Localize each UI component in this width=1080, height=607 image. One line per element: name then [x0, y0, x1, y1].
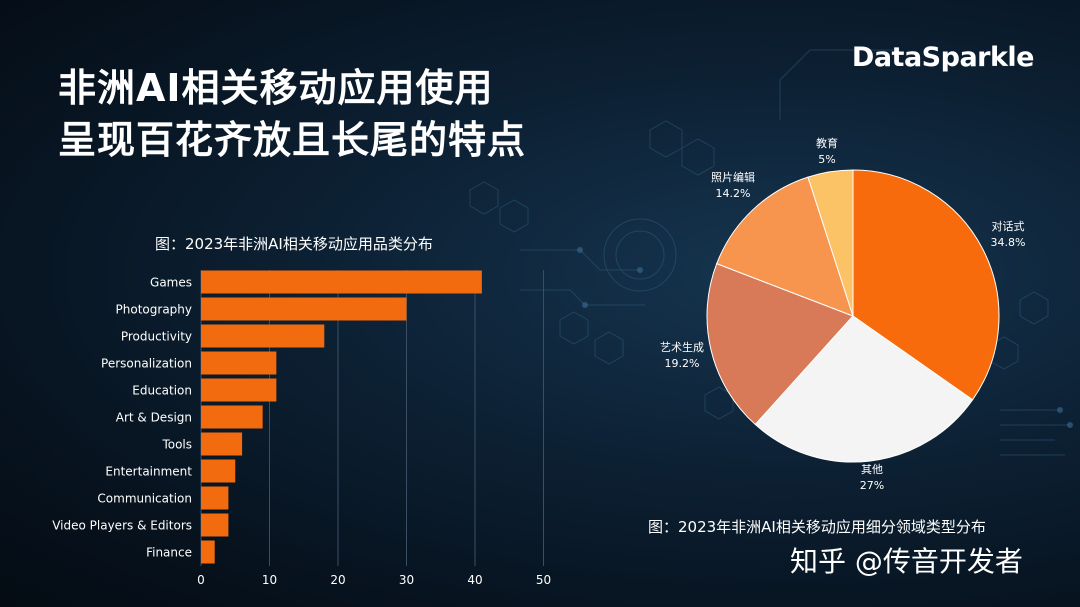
bar	[201, 378, 277, 402]
x-tick-label: 40	[467, 573, 482, 587]
bar	[201, 432, 243, 456]
bar	[201, 459, 236, 483]
slice-label: 对话式	[992, 219, 1025, 233]
bar-chart-caption: 图：2023年非洲AI相关移动应用品类分布	[155, 235, 433, 253]
page-title: 非洲AI相关移动应用使用 呈现百花齐放且长尾的特点	[58, 62, 526, 166]
pie-chart: 对话式 34.8% 其他 27% 艺术生成 19.2% 照片编辑 14.2% 教育 5%	[660, 136, 1026, 492]
x-tick-label: 0	[197, 573, 205, 587]
x-tick-label: 30	[399, 573, 414, 587]
brand-logo: DataSparkle	[851, 42, 1035, 73]
slice-label: 教育	[816, 136, 838, 150]
bar	[201, 486, 229, 510]
x-tick-label: 50	[536, 573, 551, 587]
category-label: Art & Design	[116, 411, 192, 425]
category-label: Video Players & Editors	[52, 519, 192, 533]
slice-value-label: 27%	[860, 479, 884, 492]
category-label: Communication	[97, 492, 192, 506]
pie-chart-caption: 图：2023年非洲AI相关移动应用细分领域类型分布	[648, 518, 986, 536]
pie-slice	[852, 169, 1000, 401]
category-label: Education	[132, 384, 192, 398]
slice-label: 其他	[861, 463, 883, 476]
title-line-2: 呈现百花齐放且长尾的特点	[58, 118, 527, 162]
bar	[201, 513, 229, 537]
category-label: Finance	[146, 546, 192, 560]
slice-label: 照片编辑	[711, 170, 755, 184]
slice-value-label: 14.2%	[716, 187, 751, 200]
x-tick-label: 20	[330, 573, 345, 587]
slice-label: 艺术生成	[660, 340, 704, 354]
bar	[201, 324, 325, 348]
title-line-1: 非洲AI相关移动应用使用	[58, 66, 494, 110]
category-label: Entertainment	[105, 465, 192, 479]
pie-slice	[706, 262, 854, 426]
pie-slice	[807, 169, 854, 317]
category-label: Productivity	[121, 330, 192, 344]
category-label: Personalization	[101, 357, 192, 371]
bar	[201, 540, 215, 564]
pie-slice	[754, 315, 974, 463]
bar	[201, 270, 482, 294]
bar	[201, 297, 407, 321]
slice-value-label: 19.2%	[665, 357, 700, 370]
watermark: 知乎 @传音开发者	[790, 545, 1023, 578]
bar	[201, 351, 277, 375]
category-label: Photography	[116, 303, 192, 317]
category-label: Tools	[161, 438, 192, 452]
slice-value-label: 5%	[818, 153, 835, 166]
bar	[201, 405, 263, 429]
x-tick-label: 10	[262, 573, 277, 587]
bar-chart: 0 10 20 30 40 50 Games Photography Productivity P…	[52, 270, 551, 587]
slice-value-label: 34.8%	[991, 236, 1026, 249]
category-label: Games	[150, 276, 192, 290]
